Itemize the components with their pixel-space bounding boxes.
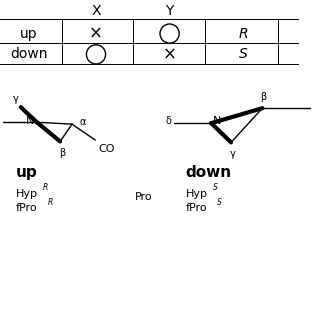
Text: S: S <box>239 47 248 61</box>
Text: down: down <box>186 165 232 180</box>
Text: S: S <box>217 198 222 207</box>
Text: up: up <box>16 165 38 180</box>
Text: up: up <box>20 27 38 41</box>
Text: α: α <box>79 116 85 127</box>
Text: N: N <box>26 116 35 126</box>
Text: down: down <box>10 47 48 61</box>
Text: X: X <box>91 4 101 18</box>
Text: ×: × <box>163 45 177 63</box>
Text: Y: Y <box>165 4 174 18</box>
Text: fPro: fPro <box>186 203 207 213</box>
Text: γ: γ <box>13 94 19 104</box>
Text: fPro: fPro <box>16 203 38 213</box>
Text: γ: γ <box>229 149 235 159</box>
Text: β: β <box>59 148 65 158</box>
Text: S: S <box>213 183 218 192</box>
Text: Pro: Pro <box>135 192 153 202</box>
Text: R: R <box>238 27 248 41</box>
Text: Hyp: Hyp <box>16 188 38 199</box>
Text: R: R <box>47 198 52 207</box>
Text: Hyp: Hyp <box>186 188 208 199</box>
Text: β: β <box>260 92 267 102</box>
Text: δ: δ <box>166 116 172 126</box>
Text: N: N <box>213 116 221 126</box>
Text: ×: × <box>89 25 103 43</box>
Text: CO: CO <box>99 144 115 154</box>
Text: R: R <box>43 183 48 192</box>
